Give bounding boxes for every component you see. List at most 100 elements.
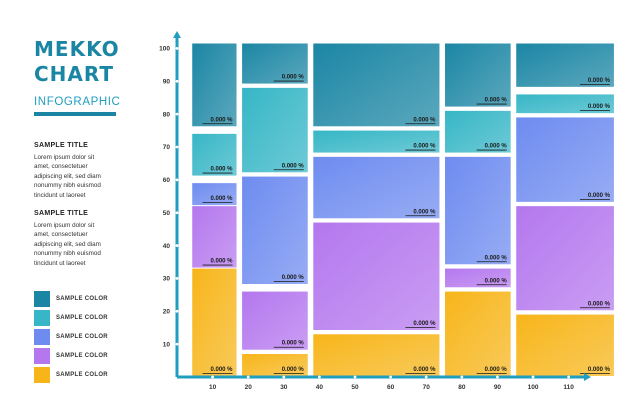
mekko-segment xyxy=(242,176,308,284)
x-tick-dot xyxy=(353,375,357,379)
segment-value-label: 0.000 % xyxy=(413,321,436,327)
y-tick-label: 70 xyxy=(163,144,171,151)
segment-value-label: 0.000 % xyxy=(210,167,233,173)
y-tick-label: 30 xyxy=(163,276,171,283)
x-tick-label: 70 xyxy=(423,384,431,391)
body-line: tincidunt ut laoreet xyxy=(34,191,86,199)
chart-title-word-2: CHART xyxy=(34,62,115,86)
legend-item: SAMPLE COLOR xyxy=(34,367,144,383)
y-tick-label: 20 xyxy=(163,308,171,315)
segment-value-label: 0.000 % xyxy=(485,255,508,261)
x-tick-dot xyxy=(282,375,286,379)
legend-label: SAMPLE COLOR xyxy=(56,353,108,359)
title-underline xyxy=(34,112,116,116)
mekko-segment xyxy=(313,43,440,127)
legend-item: SAMPLE COLOR xyxy=(34,329,144,345)
x-tick-label: 90 xyxy=(494,384,502,391)
y-tick-label: 50 xyxy=(163,210,171,217)
legend-label: SAMPLE COLOR xyxy=(56,334,108,340)
segment-value-label: 0.000 % xyxy=(413,144,436,150)
mekko-segment xyxy=(445,291,511,376)
segment-value-label: 0.000 % xyxy=(485,278,508,284)
body-line: adipiscing elit, sed diam xyxy=(34,240,101,248)
y-tick-label: 10 xyxy=(163,341,171,348)
mekko-segment xyxy=(313,222,440,330)
y-tick-dot xyxy=(175,145,179,149)
body-line: Lorem ipsum dolor sit xyxy=(34,154,95,161)
text-block-2: SAMPLE TITLE Lorem ipsum dolor sit amet,… xyxy=(34,210,154,268)
x-tick-dot xyxy=(424,375,428,379)
legend-swatch xyxy=(34,367,50,383)
x-tick-dot xyxy=(460,375,464,379)
body-line: amet, consectetuer xyxy=(34,231,88,239)
y-tick-dot xyxy=(175,211,179,215)
legend-label: SAMPLE COLOR xyxy=(56,372,108,378)
mekko-segment xyxy=(242,291,308,350)
mekko-segment xyxy=(516,94,614,114)
x-tick-label: 10 xyxy=(209,384,217,391)
mekko-segment xyxy=(192,183,237,206)
x-tick-label: 40 xyxy=(316,384,324,391)
body-line: nonummy nibh euismod xyxy=(34,182,101,190)
x-tick-label: 50 xyxy=(351,384,359,391)
x-tick-label: 100 xyxy=(528,384,539,391)
text-block-body: Lorem ipsum dolor sit amet, consectetuer… xyxy=(34,221,154,268)
text-block-heading: SAMPLE TITLE xyxy=(34,142,89,149)
segment-value-label: 0.000 % xyxy=(210,117,233,123)
chart-subtitle: INFOGRAPHIC xyxy=(34,96,121,108)
y-tick-dot xyxy=(175,112,179,116)
text-block-heading: SAMPLE TITLE xyxy=(34,210,89,217)
mekko-segment xyxy=(516,117,614,202)
segment-value-label: 0.000 % xyxy=(588,193,611,199)
x-tick-label: 60 xyxy=(387,384,395,391)
mekko-segment xyxy=(192,268,237,376)
mekko-segment xyxy=(445,268,511,288)
mekko-segment xyxy=(242,43,308,84)
body-line: tincidunt ut laoreet xyxy=(34,259,86,267)
segment-value-label: 0.000 % xyxy=(210,196,233,202)
y-tick-label: 80 xyxy=(163,111,171,118)
segment-value-label: 0.000 % xyxy=(282,341,305,347)
y-tick-label: 100 xyxy=(159,46,170,53)
text-block-1: SAMPLE TITLE Lorem ipsum dolor sit amet,… xyxy=(34,142,154,200)
y-tick-label: 60 xyxy=(163,177,171,184)
x-tick-label: 20 xyxy=(245,384,253,391)
body-line: nonummy nibh euismod xyxy=(34,250,101,258)
legend-item: SAMPLE COLOR xyxy=(34,348,144,364)
mekko-segment xyxy=(192,133,237,176)
y-tick-dot xyxy=(175,178,179,182)
body-line: Lorem ipsum dolor sit xyxy=(34,222,95,229)
segment-value-label: 0.000 % xyxy=(413,367,436,373)
legend-label: SAMPLE COLOR xyxy=(56,296,108,302)
mekko-segment xyxy=(192,43,237,127)
y-tick-dot xyxy=(175,309,179,313)
segment-value-label: 0.000 % xyxy=(282,367,305,373)
x-tick-label: 110 xyxy=(563,384,574,391)
y-tick-label: 90 xyxy=(163,78,171,85)
legend-swatch xyxy=(34,291,50,307)
chart-title-word-1: MEKKO xyxy=(34,37,120,61)
legend-swatch xyxy=(34,348,50,364)
segment-value-label: 0.000 % xyxy=(413,117,436,123)
legend-swatch xyxy=(34,329,50,345)
segment-value-label: 0.000 % xyxy=(210,259,233,265)
segment-value-label: 0.000 % xyxy=(485,98,508,104)
y-tick-label: 40 xyxy=(163,243,171,250)
mekko-segment xyxy=(242,87,308,173)
y-tick-dot xyxy=(175,342,179,346)
mekko-segment xyxy=(516,206,614,311)
segment-value-label: 0.000 % xyxy=(588,104,611,110)
segment-value-label: 0.000 % xyxy=(485,367,508,373)
legend-item: SAMPLE COLOR xyxy=(34,310,144,326)
segment-value-label: 0.000 % xyxy=(588,301,611,307)
x-tick-dot xyxy=(318,375,321,379)
segment-value-label: 0.000 % xyxy=(282,75,305,81)
segment-value-label: 0.000 % xyxy=(413,209,436,215)
body-line: adipiscing elit, sed diam xyxy=(34,172,101,180)
chart-title: MEKKO CHART xyxy=(34,37,120,87)
x-tick-dot xyxy=(246,375,250,379)
y-tick-dot xyxy=(175,79,179,83)
body-line: amet, consectetuer xyxy=(34,163,88,171)
segment-value-label: 0.000 % xyxy=(485,144,508,150)
x-tick-dot xyxy=(211,375,215,379)
